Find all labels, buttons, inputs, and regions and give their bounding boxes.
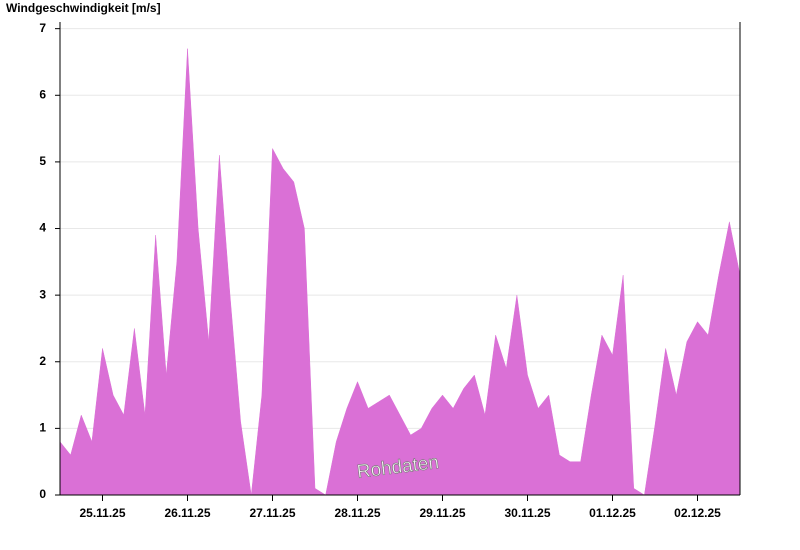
- y-tick-label: 6: [39, 87, 46, 101]
- area: [59, 48, 741, 496]
- y-tick-label: 4: [39, 221, 46, 235]
- x-tick-label: 30.11.25: [504, 506, 550, 520]
- y-tick-label: 7: [39, 21, 46, 35]
- x-tick-label: 29.11.25: [419, 506, 465, 520]
- x-tick-label: 26.11.25: [164, 506, 210, 520]
- y-tick-label: 2: [39, 354, 46, 368]
- y-tick-label: 1: [39, 421, 46, 435]
- y-tick-label: 3: [39, 287, 46, 301]
- y-tick-label: 0: [39, 487, 46, 501]
- x-tick-label: 28.11.25: [334, 506, 380, 520]
- x-tick-label: 02.12.25: [674, 506, 721, 520]
- y-tick-label: 5: [39, 154, 46, 168]
- chart-title: Windgeschwindigkeit [m/s]: [6, 1, 161, 15]
- x-tick-label: 27.11.25: [249, 506, 295, 520]
- x-tick-label: 01.12.25: [589, 506, 636, 520]
- x-tick-label: 25.11.25: [79, 506, 125, 520]
